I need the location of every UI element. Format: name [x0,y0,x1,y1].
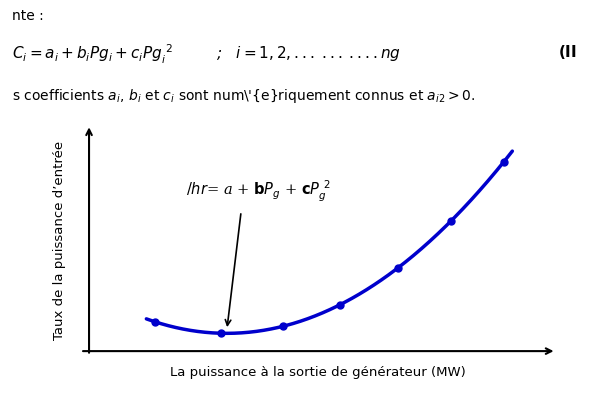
Text: nte :: nte : [12,9,43,23]
Text: $/hr $= a + $\bf{b}$$P_g$ + $\bf{c}$$P_g^{\ 2}$: $/hr $= a + $\bf{b}$$P_g$ + $\bf{c}$$P_g… [186,178,331,204]
Text: $C_i = a_i + b_i P g_i + c_i P g_i^{\ 2}$         ;   $i = 1,2,...\;...\;....ng$: $C_i = a_i + b_i P g_i + c_i P g_i^{\ 2}… [12,42,401,66]
Y-axis label: Taux de la puissance d’entrée: Taux de la puissance d’entrée [53,140,66,340]
Text: $\mathbf{(II}$: $\mathbf{(II}$ [558,42,577,60]
Text: s coefficients $a_i$, $b_i$ et $c_i$ sont num\'{e}riquement connus et $a_{i2} > : s coefficients $a_i$, $b_i$ et $c_i$ son… [12,87,475,105]
X-axis label: La puissance à la sortie de générateur (MW): La puissance à la sortie de générateur (… [170,366,466,378]
